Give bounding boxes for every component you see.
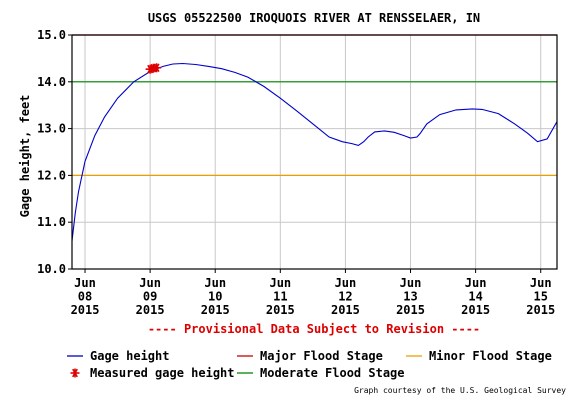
x-tick-label: 2015 (396, 303, 425, 317)
legend-item: Moderate Flood Stage (237, 366, 405, 380)
x-tick-label: 10 (208, 290, 222, 304)
y-tick-label: 11.0 (37, 215, 66, 229)
y-tick-label: 15.0 (37, 28, 66, 42)
y-tick-label: 10.0 (37, 262, 66, 276)
measured-gage-height-point (152, 63, 162, 73)
reference-lines (72, 34, 557, 176)
x-tick-label: Jun (74, 276, 96, 290)
legend-label: Moderate Flood Stage (260, 366, 405, 380)
plot-frame (71, 34, 558, 270)
x-tick-label: Jun (204, 276, 226, 290)
x-tick-label: 09 (143, 290, 157, 304)
legend-label: Major Flood Stage (260, 349, 383, 363)
legend-item: Gage height (67, 349, 169, 363)
x-tick-label: 2015 (526, 303, 555, 317)
x-tick-label: 15 (533, 290, 547, 304)
gage-height-series-line (71, 62, 558, 241)
credit-note: Graph courtesy of the U.S. Geological Su… (354, 386, 566, 395)
legend-label: Measured gage height (90, 366, 235, 380)
x-tick-label: Jun (139, 276, 161, 290)
legend-item: Measured gage height (70, 366, 235, 380)
x-tick-label: Jun (400, 276, 422, 290)
legend: Gage height Major Flood Stage Minor Flood … (67, 349, 552, 380)
legend-label: Minor Flood Stage (429, 349, 552, 363)
x-tick-label: 2015 (461, 303, 490, 317)
x-tick-label: 2015 (266, 303, 295, 317)
provisional-data-note: ---- Provisional Data Subject to Revisio… (148, 322, 480, 336)
x-tick-label: 2015 (136, 303, 165, 317)
y-tick-label: 13.0 (37, 122, 66, 136)
y-axis-label: Gage height, feet (18, 95, 32, 218)
y-tick-label: 12.0 (37, 168, 66, 182)
x-tick-label: 2015 (201, 303, 230, 317)
legend-item: Minor Flood Stage (406, 349, 552, 363)
x-tick-label: Jun (335, 276, 357, 290)
x-tick-label: 2015 (71, 303, 100, 317)
x-tick-label: Jun (269, 276, 291, 290)
x-tick-label: 11 (273, 290, 287, 304)
grid-lines (72, 34, 557, 270)
series-group (71, 62, 558, 241)
x-tick-label: 2015 (331, 303, 360, 317)
x-tick-labels: Jun082015Jun092015Jun102015Jun112015Jun1… (71, 269, 555, 317)
x-tick-label: 08 (78, 290, 92, 304)
x-tick-label: Jun (465, 276, 487, 290)
x-tick-label: 12 (338, 290, 352, 304)
y-tick-label: 14.0 (37, 75, 66, 89)
x-tick-label: Jun (530, 276, 552, 290)
x-tick-label: 13 (403, 290, 417, 304)
legend-label: Gage height (90, 349, 169, 363)
y-tick-labels: 10.0 11.0 12.0 13.0 14.0 15.0 (37, 28, 72, 276)
legend-item: Major Flood Stage (237, 349, 383, 363)
x-tick-label: 14 (468, 290, 482, 304)
chart-title: USGS 05522500 IROQUOIS RIVER AT RENSSELA… (148, 11, 480, 25)
